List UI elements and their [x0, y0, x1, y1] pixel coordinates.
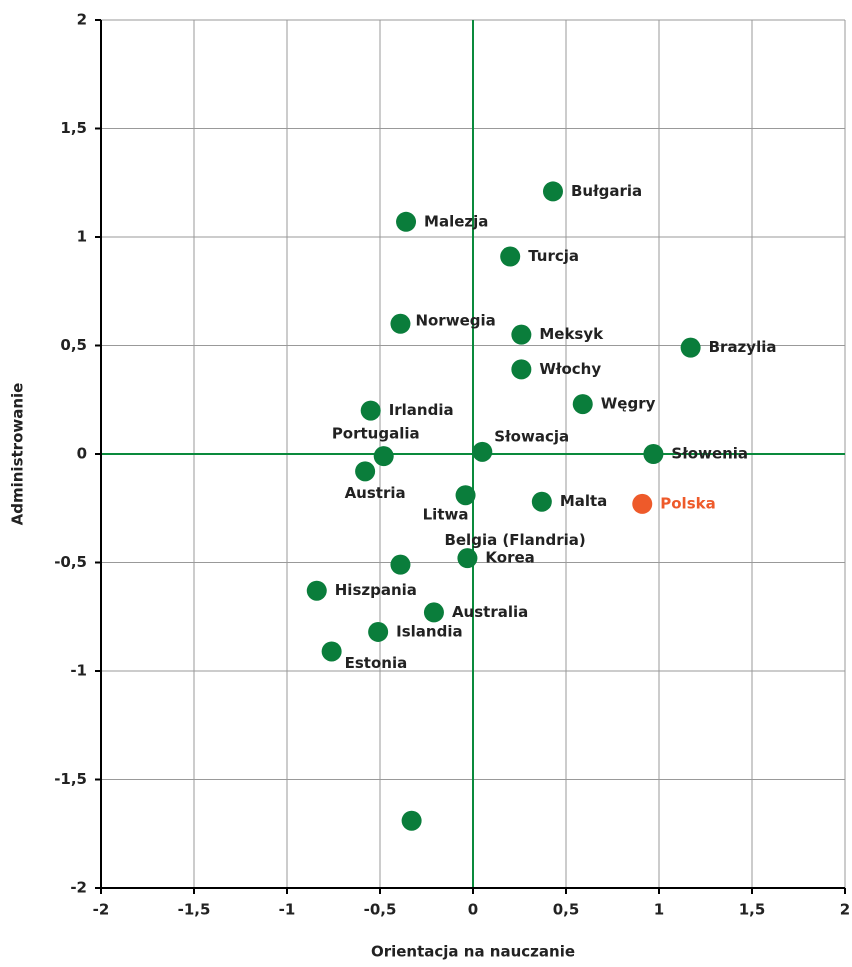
point-label: Polska: [660, 494, 715, 512]
x-tick-label: 2: [840, 901, 850, 919]
point-label: Islandia: [396, 622, 462, 640]
y-tick-label: -1: [70, 662, 87, 680]
point: [401, 810, 422, 831]
point-label: Brazylia: [709, 338, 777, 356]
point-label: Norwegia: [415, 311, 495, 329]
point-label: Irlandia: [389, 401, 454, 419]
point: [572, 394, 593, 415]
point-label: Austria: [345, 484, 406, 502]
point-label: Belgia (Flandria): [444, 531, 585, 549]
point: [390, 554, 411, 575]
point: [390, 313, 411, 334]
point: [396, 211, 417, 232]
point: [531, 491, 552, 512]
point-label: Słowacja: [494, 427, 569, 445]
point: [511, 324, 532, 345]
x-tick-label: -1,5: [178, 901, 211, 919]
point: [423, 602, 444, 623]
y-tick-label: -1,5: [54, 770, 87, 788]
point: [680, 337, 701, 358]
point-label: Słowenia: [671, 445, 748, 463]
point-label: Turcja: [528, 247, 579, 265]
point: [455, 485, 476, 506]
point-label: Bułgaria: [571, 182, 642, 200]
point: [360, 400, 381, 421]
point-label: Portugalia: [332, 425, 420, 443]
x-tick-label: 1: [654, 901, 664, 919]
y-tick-label: 1: [77, 228, 87, 246]
x-tick-label: -1: [279, 901, 296, 919]
point: [511, 359, 532, 380]
point: [306, 580, 327, 601]
point-label: Hiszpania: [335, 581, 417, 599]
point: [355, 461, 376, 482]
y-tick-label: -0,5: [54, 553, 87, 571]
point-label: Malezja: [424, 212, 488, 230]
point-label: Litwa: [423, 506, 469, 524]
point: [368, 621, 389, 642]
point: [472, 441, 493, 462]
x-tick-label: 1,5: [739, 901, 766, 919]
x-tick-label: -2: [93, 901, 110, 919]
point: [500, 246, 521, 267]
x-axis-label: Orientacja na nauczanie: [371, 943, 575, 961]
point-label: Włochy: [539, 360, 601, 378]
point-label: Malta: [560, 492, 607, 510]
point-label: Węgry: [601, 395, 656, 413]
point: [457, 548, 478, 569]
y-tick-label: 0: [77, 445, 87, 463]
y-axis-label: Administrowanie: [9, 383, 27, 526]
point: [373, 446, 394, 467]
point-label: Estonia: [345, 654, 408, 672]
y-tick-label: -2: [70, 879, 87, 897]
x-tick-label: 0,5: [553, 901, 580, 919]
x-tick-label: 0: [468, 901, 478, 919]
point: [542, 181, 563, 202]
point: [321, 641, 342, 662]
point: [643, 444, 664, 464]
point: [632, 493, 653, 514]
point-label: Meksyk: [539, 325, 604, 343]
point-label: Australia: [452, 603, 528, 621]
y-tick-label: 1,5: [60, 119, 87, 137]
x-tick-label: -0,5: [364, 901, 397, 919]
point-label: Korea: [485, 549, 534, 567]
y-tick-label: 0,5: [60, 336, 87, 354]
y-tick-label: 2: [77, 11, 87, 29]
